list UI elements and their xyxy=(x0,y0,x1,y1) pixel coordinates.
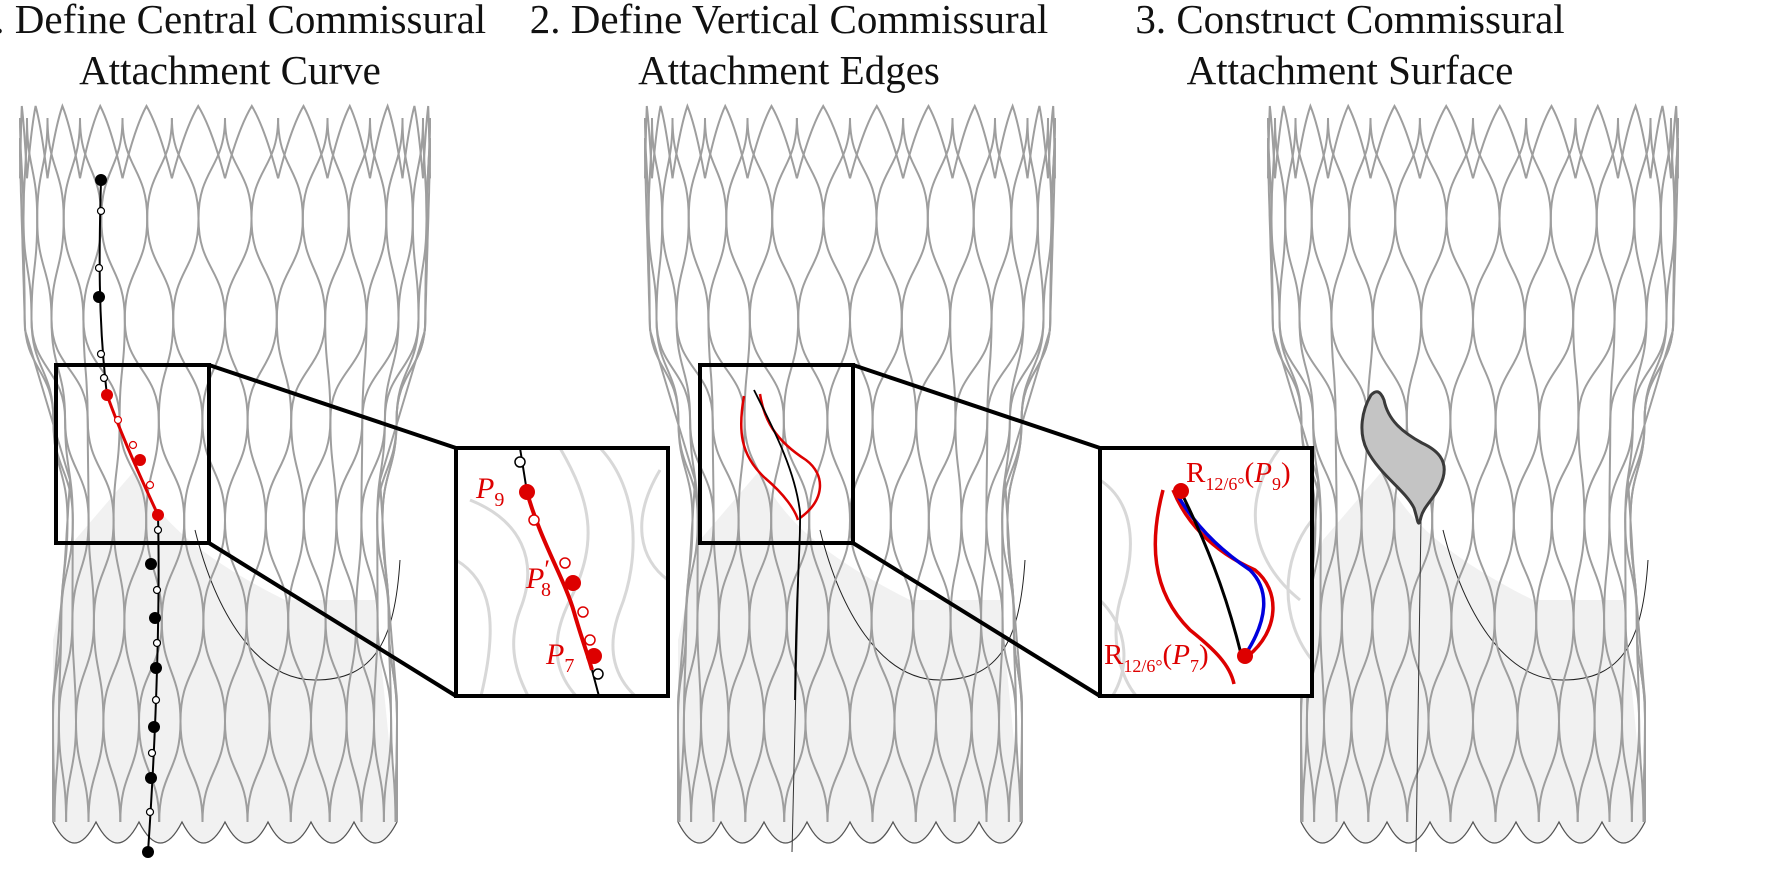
stent-outline-right xyxy=(1626,138,1679,822)
stent-outline-left xyxy=(644,138,697,822)
stent-outline-left xyxy=(19,138,72,822)
inset-2-labels: R12/6°(P9) R12/6°(P7) xyxy=(1104,457,1291,676)
panel-1-title: 1. Define Central Commissural Attachment… xyxy=(0,0,530,96)
label-p9: P9 xyxy=(475,472,504,511)
panel-2-title-line-1: 2. Define Vertical Commissural xyxy=(529,0,1049,42)
control-point-open xyxy=(94,263,104,273)
control-point-open xyxy=(147,748,157,758)
inset-1-open-point xyxy=(584,634,596,646)
panel-2-title-line-2: Attachment Edges xyxy=(638,47,940,93)
stent-outflow-edge xyxy=(52,820,398,844)
inset-1-point-p8 xyxy=(565,575,581,591)
edge-red-left xyxy=(739,395,800,521)
control-point-filled xyxy=(95,174,107,186)
control-point-filled xyxy=(142,846,154,858)
zoom-connector-bottom-1 xyxy=(207,541,458,698)
control-point-open xyxy=(99,373,109,383)
stent-outline-right xyxy=(1003,138,1056,822)
control-point-open xyxy=(96,206,106,216)
control-point-open xyxy=(153,525,163,535)
inset-1-open-point-black xyxy=(514,456,526,468)
control-point-red xyxy=(134,454,146,466)
label-r7: R12/6°(P7) xyxy=(1104,639,1209,676)
stent-outflow-edge xyxy=(677,820,1023,844)
stent-outflow-edge xyxy=(1300,820,1646,844)
control-point-red-open xyxy=(113,415,123,425)
control-point-open xyxy=(96,349,106,359)
zoom-connector-top-2 xyxy=(852,363,1101,450)
stent-outline-right xyxy=(378,138,431,822)
label-p8: P′ 8 xyxy=(525,555,551,601)
control-point-filled xyxy=(145,558,157,570)
control-point-open xyxy=(145,807,155,817)
stent-frame-1 xyxy=(19,103,431,844)
control-point-filled xyxy=(148,721,160,733)
zoom-source-rect-1 xyxy=(54,363,211,545)
zoom-inset-1 xyxy=(456,448,668,696)
control-point-filled xyxy=(93,291,105,303)
central-curve-red xyxy=(105,394,160,516)
stent-crowns xyxy=(19,103,431,179)
label-p7: P7 xyxy=(545,638,574,677)
control-point-filled xyxy=(145,772,157,784)
inset-2-point-r9 xyxy=(1173,483,1189,499)
inset-2-edge-red-left xyxy=(1153,489,1236,685)
inset-2-edge-red-right xyxy=(1171,489,1275,658)
inset-1-open-point xyxy=(528,514,540,526)
commissure-line-3 xyxy=(1415,519,1422,853)
zoom-inset-2 xyxy=(1100,448,1312,696)
control-point-red xyxy=(152,509,164,521)
inset-2-background-struts xyxy=(1100,448,1312,696)
panel-3-title: 3. Construct Commissural Attachment Surf… xyxy=(1050,0,1650,96)
stent-outline-left xyxy=(1267,138,1320,822)
stent-frame-2 xyxy=(644,103,1056,853)
zoom-connector-top-1 xyxy=(208,363,457,450)
panel-1-title-line-2: Attachment Curve xyxy=(79,47,381,93)
control-point-red-open xyxy=(145,480,155,490)
commissural-attachment-surface xyxy=(1360,390,1446,525)
inset-1-open-point xyxy=(559,557,571,569)
control-points xyxy=(93,174,164,858)
central-curve-black-upper xyxy=(98,179,108,396)
inset-1-labels: P9 P′ 8 P7 xyxy=(475,472,574,677)
stent-crowns xyxy=(644,103,1056,179)
stent-crowns xyxy=(1267,103,1679,179)
zoom-box-1 xyxy=(54,363,670,698)
inset-1-point-p7 xyxy=(586,648,602,664)
panel-3-title-line-2: Attachment Surface xyxy=(1186,47,1514,93)
inset-1-open-point xyxy=(577,606,589,618)
inset-1-background-struts xyxy=(456,448,668,696)
control-point-red xyxy=(101,389,113,401)
panel-2-title: 2. Define Vertical Commissural Attachmen… xyxy=(489,0,1089,96)
inset-2-edge-black xyxy=(1178,489,1246,657)
inset-1-point-p9 xyxy=(519,484,535,500)
control-point-open xyxy=(152,638,162,648)
control-point-filled xyxy=(149,612,161,624)
edge-central-black xyxy=(753,389,802,701)
zoom-connector-bottom-2 xyxy=(851,541,1102,698)
stent-struts xyxy=(19,117,431,823)
zoom-source-rect-2 xyxy=(698,363,855,545)
control-point-filled xyxy=(150,662,162,674)
inset-1-open-point-black xyxy=(592,668,604,680)
stent-frame-3 xyxy=(1267,103,1679,853)
panel-1-title-line-1: 1. Define Central Commissural xyxy=(0,0,487,42)
label-r9: R12/6°(P9) xyxy=(1186,457,1291,494)
inset-2-point-r7 xyxy=(1237,648,1253,664)
control-point-open xyxy=(152,585,162,595)
control-point-red-open xyxy=(128,440,138,450)
control-point-open xyxy=(151,695,161,705)
vertical-attachment-edges xyxy=(739,389,822,701)
panel-3-title-line-1: 3. Construct Commissural xyxy=(1135,0,1565,42)
inset-1-curve-red xyxy=(525,491,594,671)
